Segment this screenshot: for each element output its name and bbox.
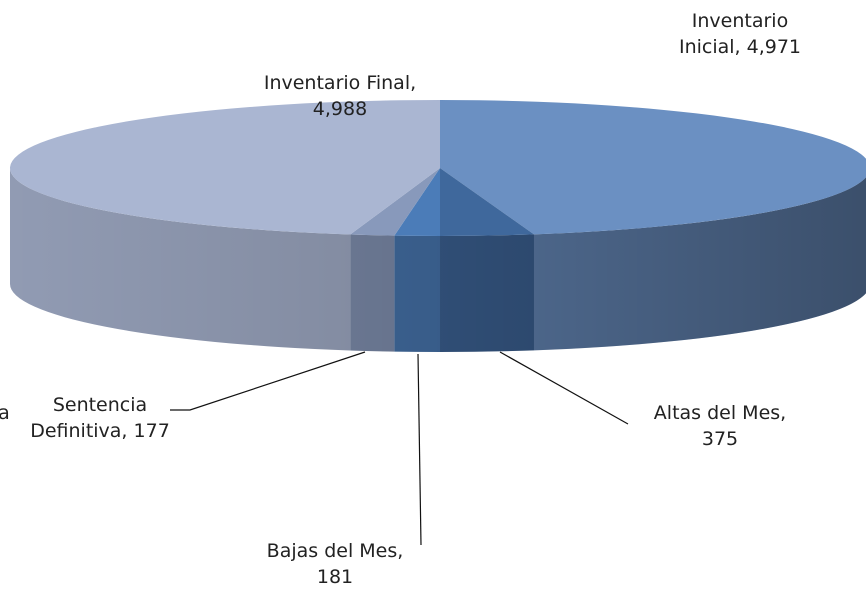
pie-side [394,235,440,352]
pie-side [350,234,395,352]
leader-line [170,351,366,411]
pie-slice [9,100,441,235]
annotation: a [0,402,10,424]
leader-line [499,351,629,425]
pie-slice [440,168,534,236]
pie-slice [350,168,440,236]
pie-slice [394,168,440,236]
data-label: Sentencia Definitiva, 177 [30,394,170,442]
data-label: Inventario Final, 4,988 [263,72,417,120]
leader-line [417,353,422,546]
pie-side [440,234,534,352]
data-label: Inventario Inicial, 4,971 [678,10,802,58]
data-label: Bajas del Mes, 181 [266,540,404,588]
pie-slice [440,100,866,235]
data-label: Altas del Mes, 375 [653,402,787,450]
